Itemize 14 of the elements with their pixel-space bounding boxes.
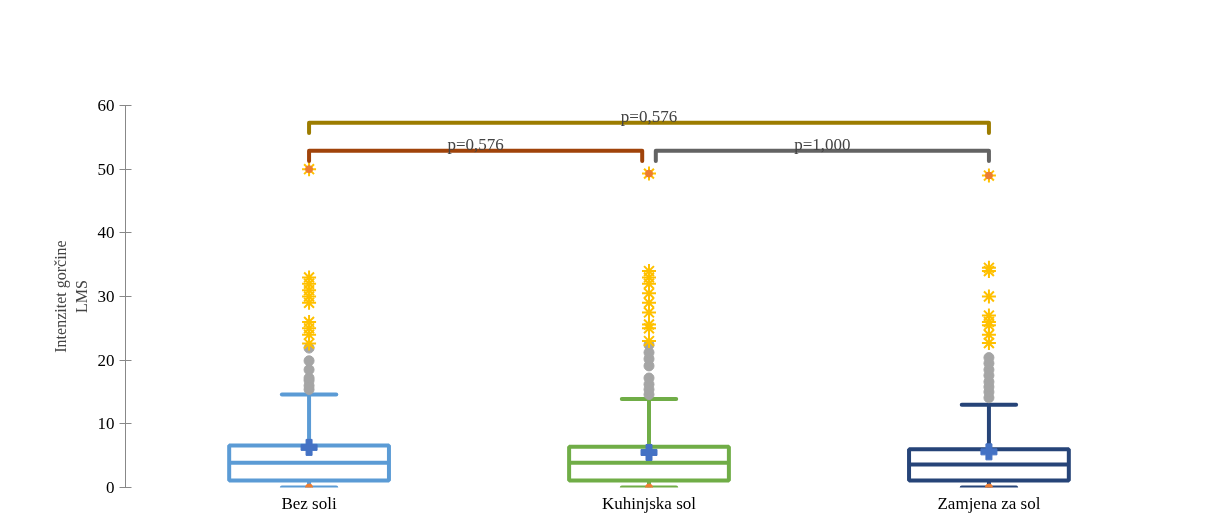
y-tick-label: 10 — [97, 414, 115, 434]
y-tick-label: 50 — [97, 159, 115, 179]
x-tick-label: Bez soli — [281, 493, 337, 513]
y-tick-label: 0 — [106, 478, 115, 497]
x-tick-label: Zamjena za sol — [937, 493, 1041, 513]
y-tick-label: 40 — [97, 223, 115, 243]
y-tick-label: 20 — [97, 350, 115, 370]
y-tick-label: 30 — [97, 287, 115, 306]
annotation: p=0,576 — [620, 106, 678, 126]
y-axis-title: Intenzitet gorčine LMS — [52, 240, 90, 353]
annotation: p=1,000 — [794, 134, 851, 154]
x-tick-label: Kuhinjska sol — [602, 493, 697, 513]
annotation: p=0,576 — [447, 134, 504, 154]
y-tick-label: 60 — [97, 96, 115, 115]
